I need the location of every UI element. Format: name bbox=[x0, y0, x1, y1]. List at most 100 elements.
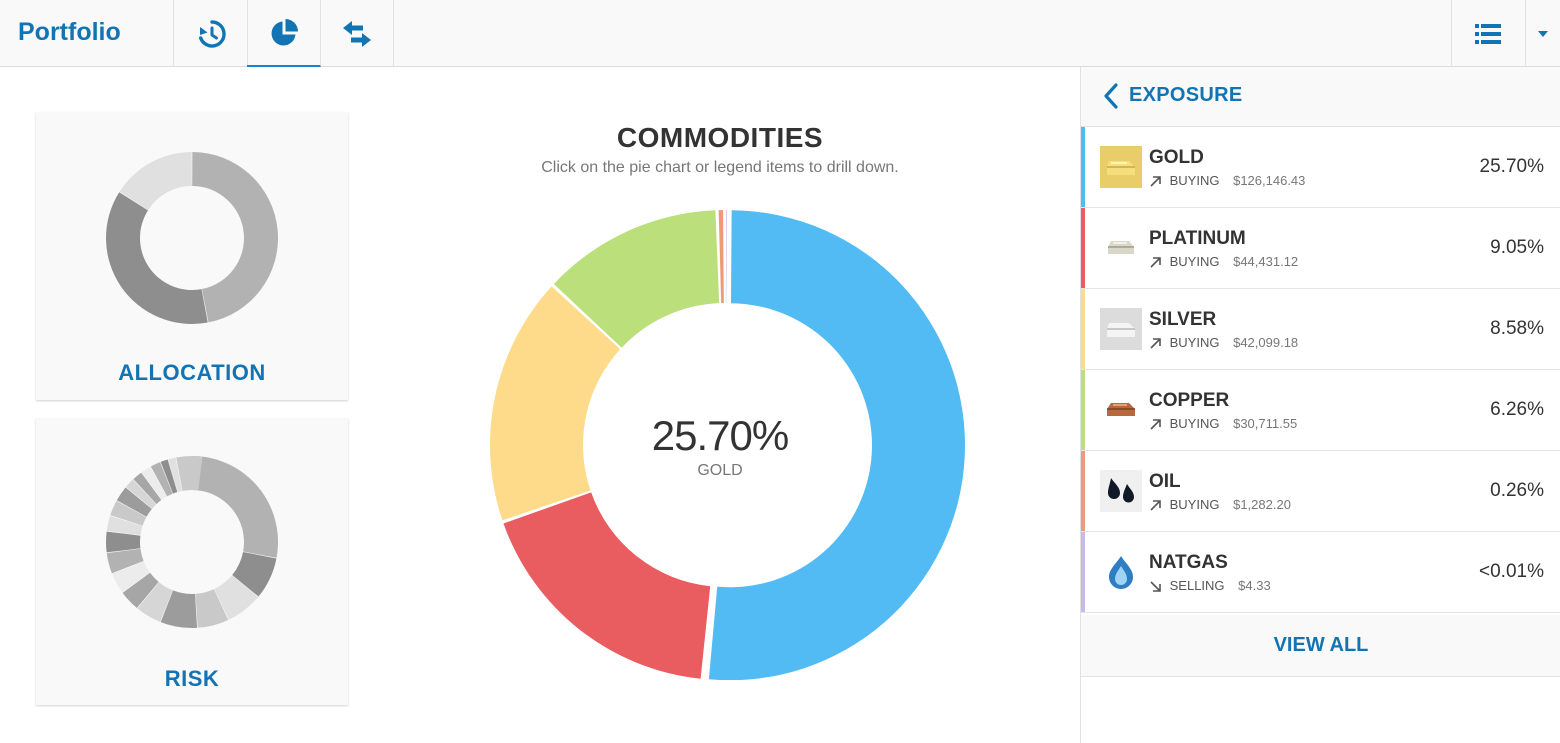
top-bar: Portfolio bbox=[0, 0, 1560, 67]
row-color-bar bbox=[1081, 208, 1085, 288]
tab-trades[interactable] bbox=[320, 0, 394, 67]
exposure-row-platinum[interactable]: PLATINUM BUYING $44,431.12 9.05% bbox=[1081, 208, 1560, 289]
list-icon bbox=[1474, 23, 1501, 44]
thumbnail-segment bbox=[192, 456, 278, 558]
thumbnail-segment bbox=[112, 561, 150, 593]
row-color-bar bbox=[1081, 127, 1085, 207]
exposure-name: PLATINUM bbox=[1149, 228, 1246, 249]
menu-dropdown-button[interactable] bbox=[1526, 0, 1560, 67]
thumbnail-segment bbox=[106, 548, 144, 574]
exposure-row-natgas[interactable]: NATGAS SELLING $4.33 <0.01% bbox=[1081, 532, 1560, 613]
exposure-row-gold[interactable]: GOLD BUYING $126,146.43 25.70% bbox=[1081, 127, 1560, 208]
exposure-direction: BUYING bbox=[1169, 497, 1220, 512]
exposure-panel: EXPOSURE GOLD BUYING $126,146.43 25.70% … bbox=[1080, 67, 1560, 743]
thumbnail-segment bbox=[133, 472, 162, 504]
thumbnail-segment bbox=[150, 462, 173, 497]
thumbnail-segment bbox=[232, 551, 277, 597]
thumbnail-segment bbox=[192, 152, 279, 323]
exposure-percent: 0.26% bbox=[1490, 480, 1544, 501]
app-title[interactable]: Portfolio bbox=[0, 0, 174, 67]
exposure-percent: 9.05% bbox=[1490, 237, 1544, 258]
exposure-name: OIL bbox=[1149, 471, 1181, 492]
oil-drops-icon bbox=[1100, 470, 1142, 512]
allocation-card[interactable]: ALLOCATION bbox=[36, 112, 348, 400]
trend-down-icon bbox=[1150, 581, 1161, 592]
row-color-bar bbox=[1081, 532, 1085, 612]
trend-up-icon bbox=[1150, 419, 1161, 430]
thumbnail-segment bbox=[168, 457, 183, 493]
thumbnail-segment bbox=[214, 575, 259, 620]
thumbnail-segment bbox=[125, 479, 157, 509]
exposure-name: GOLD bbox=[1149, 147, 1204, 168]
exposure-row-oil[interactable]: OIL BUYING $1,282.20 0.26% bbox=[1081, 451, 1560, 532]
donut-slice-oil[interactable] bbox=[718, 210, 724, 304]
exposure-amount: $126,146.43 bbox=[1233, 173, 1306, 188]
risk-card[interactable]: RISK bbox=[36, 418, 348, 705]
exposure-percent: 25.70% bbox=[1479, 156, 1544, 177]
allocation-label: ALLOCATION bbox=[118, 360, 266, 385]
donut-slice-platinum[interactable] bbox=[503, 492, 711, 679]
risk-donut-thumbnail bbox=[106, 456, 278, 628]
thumbnail-segment bbox=[110, 500, 147, 526]
exposure-name: COPPER bbox=[1149, 390, 1230, 411]
exposure-direction: BUYING bbox=[1169, 335, 1220, 350]
pie-chart-icon bbox=[271, 18, 298, 45]
silver-bar-icon bbox=[1100, 308, 1142, 350]
donut-center-value: 25.70% bbox=[651, 412, 789, 459]
thumbnail-segment bbox=[122, 572, 159, 609]
thumbnail-segment bbox=[195, 589, 229, 628]
exposure-direction: BUYING bbox=[1169, 416, 1220, 431]
donut-center-label: GOLD bbox=[697, 462, 743, 479]
exposure-row-silver[interactable]: SILVER BUYING $42,099.18 8.58% bbox=[1081, 289, 1560, 370]
trend-up-icon bbox=[1150, 176, 1161, 187]
gas-flame-icon bbox=[1100, 551, 1142, 593]
platinum-bar-icon bbox=[1100, 227, 1142, 269]
donut-slice-gold[interactable] bbox=[708, 210, 965, 680]
swap-arrows-icon bbox=[342, 20, 371, 47]
exposure-direction: BUYING bbox=[1169, 173, 1220, 188]
thumbnail-segment bbox=[141, 466, 167, 500]
row-color-bar bbox=[1081, 289, 1085, 369]
thumbnail-segment bbox=[119, 152, 192, 210]
trend-up-icon bbox=[1150, 338, 1161, 349]
exposure-percent: 8.58% bbox=[1490, 318, 1544, 339]
copper-bar-icon bbox=[1100, 389, 1142, 431]
exposure-direction: BUYING bbox=[1169, 254, 1220, 269]
thumbnail-segment bbox=[160, 459, 178, 494]
exposure-row-copper[interactable]: COPPER BUYING $30,711.55 6.26% bbox=[1081, 370, 1560, 451]
exposure-amount: $1,282.20 bbox=[1233, 497, 1291, 512]
exposure-amount: $30,711.55 bbox=[1233, 416, 1298, 431]
exposure-amount: $44,431.12 bbox=[1233, 254, 1299, 269]
row-color-bar bbox=[1081, 451, 1085, 531]
gold-bar-icon bbox=[1100, 146, 1142, 188]
trend-up-icon bbox=[1150, 500, 1161, 511]
history-icon bbox=[198, 19, 226, 48]
exposure-back-button[interactable]: EXPOSURE bbox=[1081, 67, 1560, 127]
trend-up-icon bbox=[1150, 257, 1161, 268]
thumbnail-segment bbox=[176, 456, 203, 491]
thumbnail-segment bbox=[137, 582, 173, 622]
allocation-donut-thumbnail bbox=[106, 152, 279, 324]
donut-slice-natgas[interactable] bbox=[725, 210, 728, 304]
commodities-donut-chart[interactable] bbox=[485, 210, 965, 680]
exposure-name: NATGAS bbox=[1149, 552, 1228, 573]
donut-slice-copper[interactable] bbox=[553, 210, 720, 348]
thumbnail-segment bbox=[160, 590, 198, 628]
caret-down-icon bbox=[1538, 30, 1548, 37]
list-view-button[interactable] bbox=[1451, 0, 1526, 67]
exposure-name: SILVER bbox=[1149, 309, 1217, 330]
thumbnail-segment bbox=[106, 515, 143, 536]
chart-title: COMMODITIES bbox=[616, 122, 824, 153]
view-all-button[interactable]: VIEW ALL bbox=[1081, 615, 1560, 677]
exposure-percent: 6.26% bbox=[1490, 399, 1544, 420]
exposure-title: EXPOSURE bbox=[1129, 84, 1243, 106]
exposure-percent: <0.01% bbox=[1479, 561, 1544, 582]
risk-label: RISK bbox=[164, 666, 220, 691]
exposure-direction: SELLING bbox=[1169, 578, 1225, 593]
row-color-bar bbox=[1081, 370, 1085, 450]
tab-history[interactable] bbox=[174, 0, 248, 67]
tab-allocation[interactable] bbox=[247, 0, 321, 67]
donut-slice-silver[interactable] bbox=[490, 286, 621, 521]
exposure-amount: $4.33 bbox=[1238, 578, 1271, 593]
chart-subtitle: Click on the pie chart or legend items t… bbox=[541, 159, 899, 176]
